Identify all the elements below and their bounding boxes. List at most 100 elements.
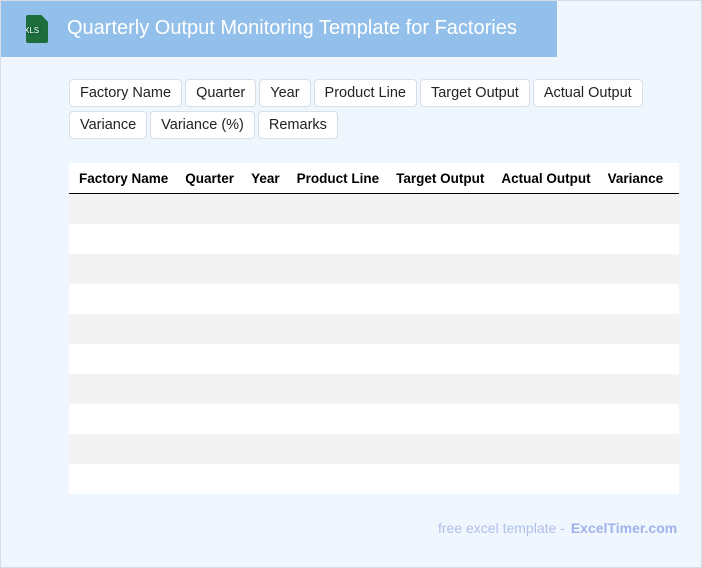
table-cell[interactable] [287, 224, 387, 254]
table-cell[interactable] [491, 464, 597, 494]
table-cell[interactable] [491, 193, 598, 224]
table-cell[interactable] [598, 404, 671, 434]
table-cell[interactable] [286, 254, 387, 284]
table-cell[interactable] [491, 284, 597, 314]
table-cell[interactable] [241, 254, 287, 284]
table-cell[interactable] [491, 374, 598, 404]
table-cell[interactable] [386, 374, 492, 404]
page-title: Quarterly Output Monitoring Template for… [67, 17, 517, 39]
field-chip[interactable]: Actual Output [532, 79, 643, 107]
table-cell[interactable] [69, 464, 175, 494]
table-row [69, 434, 679, 464]
table-cell[interactable] [491, 404, 597, 434]
table-cell[interactable] [386, 193, 492, 224]
table-row [69, 284, 679, 314]
table-cell[interactable] [287, 404, 387, 434]
table-cell[interactable] [386, 224, 491, 254]
field-chips: Factory Name Quarter Year Product Line Targe… [69, 79, 669, 139]
table-cell[interactable] [175, 224, 241, 254]
column-header: Factory Name [69, 163, 176, 194]
table-cell[interactable] [598, 224, 671, 254]
table-cell[interactable] [670, 314, 679, 344]
table-cell[interactable] [69, 344, 175, 374]
table-cell[interactable] [386, 284, 491, 314]
table-cell[interactable] [670, 193, 679, 224]
table-cell[interactable] [69, 254, 176, 284]
table-cell[interactable] [670, 254, 679, 284]
field-chip[interactable]: Variance (%) [150, 111, 255, 139]
table-cell[interactable] [670, 434, 679, 464]
table-cell[interactable] [175, 314, 242, 344]
field-chip[interactable]: Year [259, 79, 311, 107]
table-cell[interactable] [670, 284, 679, 314]
table-cell[interactable] [670, 344, 679, 374]
table-cell[interactable] [597, 314, 671, 344]
table-cell[interactable] [241, 434, 287, 464]
table-cell[interactable] [386, 434, 492, 464]
table-cell[interactable] [241, 314, 287, 344]
table-cell[interactable] [597, 254, 671, 284]
column-header: Target Output [386, 163, 492, 194]
table-cell[interactable] [286, 314, 387, 344]
table-cell[interactable] [69, 374, 176, 404]
table-cell[interactable] [69, 434, 176, 464]
table-cell[interactable] [491, 344, 597, 374]
table-cell[interactable] [175, 193, 242, 224]
field-chip[interactable]: Remarks [257, 111, 338, 139]
table-cell[interactable] [386, 254, 492, 284]
table-cell[interactable] [175, 464, 241, 494]
table-cell[interactable] [597, 374, 671, 404]
table-cell[interactable] [386, 404, 491, 434]
table-cell[interactable] [670, 224, 679, 254]
footer-brand-link[interactable]: ExcelTimer.com [570, 520, 678, 536]
table-cell[interactable] [175, 284, 241, 314]
table-cell[interactable] [175, 404, 241, 434]
table-cell[interactable] [670, 464, 679, 494]
table-cell[interactable] [69, 404, 175, 434]
table-cell[interactable] [286, 374, 387, 404]
table-header-row: Factory Name Quarter Year Product Line Targe… [69, 163, 679, 194]
table-cell[interactable] [286, 434, 387, 464]
table-cell[interactable] [241, 344, 287, 374]
table-cell[interactable] [491, 224, 597, 254]
field-chip[interactable]: Target Output [419, 79, 530, 107]
table-cell[interactable] [175, 374, 242, 404]
footer-text: free excel template - [438, 520, 565, 536]
table-cell[interactable] [241, 404, 287, 434]
table-cell[interactable] [491, 314, 598, 344]
table-cell[interactable] [69, 314, 176, 344]
table-cell[interactable] [69, 224, 175, 254]
table-cell[interactable] [597, 434, 671, 464]
field-chip[interactable]: Quarter [185, 79, 257, 107]
table-cell[interactable] [491, 254, 598, 284]
table-row [69, 344, 679, 374]
table-cell[interactable] [287, 344, 387, 374]
table-cell[interactable] [386, 314, 492, 344]
field-chip[interactable]: Variance [69, 111, 148, 139]
table-cell[interactable] [241, 284, 287, 314]
table-cell[interactable] [597, 193, 671, 224]
table-cell[interactable] [670, 404, 679, 434]
table-cell[interactable] [386, 344, 491, 374]
table-cell[interactable] [598, 284, 671, 314]
table-cell[interactable] [241, 224, 287, 254]
table-cell[interactable] [598, 464, 671, 494]
table-cell[interactable] [386, 464, 491, 494]
table-cell[interactable] [241, 193, 287, 224]
table-cell[interactable] [287, 464, 387, 494]
table-cell[interactable] [286, 193, 387, 224]
table-cell[interactable] [69, 284, 175, 314]
table-cell[interactable] [241, 464, 287, 494]
table-cell[interactable] [175, 254, 242, 284]
field-chip[interactable]: Product Line [313, 79, 417, 107]
table-cell[interactable] [491, 434, 598, 464]
table-cell[interactable] [670, 374, 679, 404]
table-cell[interactable] [175, 344, 241, 374]
table-cell[interactable] [287, 284, 387, 314]
table-cell[interactable] [175, 434, 242, 464]
table-cell[interactable] [598, 344, 671, 374]
table-cell[interactable] [241, 374, 287, 404]
field-chip[interactable]: Factory Name [69, 79, 183, 107]
table-cell[interactable] [69, 193, 176, 224]
